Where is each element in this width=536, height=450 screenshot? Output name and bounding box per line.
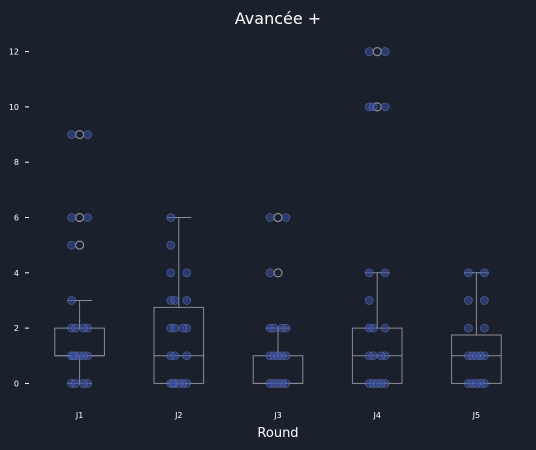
data-point — [273, 379, 283, 388]
y-axis: 0 2 4 6 8 10 12 — [9, 48, 29, 388]
y-tick-label: 10 — [9, 103, 19, 112]
data-point — [168, 379, 178, 388]
data-point — [265, 213, 275, 222]
data-point — [480, 296, 489, 305]
data-point — [376, 351, 386, 361]
data-point — [83, 213, 92, 222]
data-point — [364, 47, 374, 56]
data-point — [182, 296, 192, 305]
y-tick-label: 6 — [14, 214, 19, 223]
data-point — [170, 296, 180, 305]
data-point — [464, 268, 473, 278]
x-axis-label: Round — [257, 426, 298, 441]
x-tick-label: J4 — [372, 411, 380, 420]
x-tick-label: J5 — [472, 411, 480, 420]
data-point — [380, 102, 390, 112]
x-tick-label: J3 — [273, 411, 281, 420]
data-point — [372, 379, 382, 388]
data-point — [166, 240, 176, 250]
data-point — [182, 268, 192, 278]
data-point — [67, 296, 76, 305]
box-J1 — [54, 129, 105, 384]
y-tick-label: 0 — [14, 379, 19, 388]
data-point — [166, 213, 176, 222]
data-point — [472, 351, 481, 361]
data-point — [182, 351, 192, 361]
data-point — [166, 268, 176, 278]
y-tick-label: 4 — [14, 269, 19, 278]
data-point — [464, 323, 473, 333]
data-point — [380, 323, 390, 333]
data-point — [178, 323, 188, 333]
data-point — [364, 268, 374, 278]
data-point — [269, 323, 279, 333]
data-point — [67, 213, 76, 222]
x-axis: J1 J2 J3 J4 J5 — [75, 411, 480, 420]
data-point — [79, 379, 88, 388]
box-series — [54, 46, 502, 384]
strip-points — [67, 47, 489, 388]
data-point — [83, 130, 92, 139]
outlier-marker — [273, 268, 283, 278]
x-tick-label: J2 — [174, 411, 182, 420]
data-point — [265, 268, 275, 278]
data-point — [170, 351, 180, 361]
data-point — [79, 323, 88, 333]
data-point — [69, 351, 78, 361]
y-tick-label: 12 — [9, 48, 19, 57]
box-J5 — [451, 272, 502, 384]
chart-title: Avancée + — [235, 9, 321, 28]
outlier-marker — [372, 46, 382, 57]
box-J4 — [351, 46, 403, 384]
outlier-marker — [74, 212, 85, 223]
iqr-box — [153, 306, 205, 384]
data-point — [71, 379, 80, 388]
data-point — [281, 213, 291, 222]
data-point — [364, 296, 374, 305]
data-point — [480, 323, 489, 333]
outlier-marker — [273, 212, 283, 223]
data-point — [380, 47, 390, 56]
y-tick-label: 2 — [14, 324, 19, 333]
data-point — [368, 351, 378, 361]
outlier-marker — [74, 240, 85, 250]
data-point — [67, 240, 76, 250]
data-point — [472, 379, 481, 388]
data-point — [67, 130, 76, 139]
data-point — [170, 323, 180, 333]
data-point — [273, 351, 283, 361]
data-point — [464, 296, 473, 305]
data-point — [368, 323, 378, 333]
x-tick-label: J1 — [75, 411, 83, 420]
data-point — [380, 268, 390, 278]
outlier-marker — [74, 129, 85, 140]
data-point — [277, 323, 287, 333]
data-point — [480, 268, 489, 278]
y-tick-label: 8 — [14, 158, 19, 167]
data-point — [71, 323, 80, 333]
data-point — [368, 102, 378, 112]
